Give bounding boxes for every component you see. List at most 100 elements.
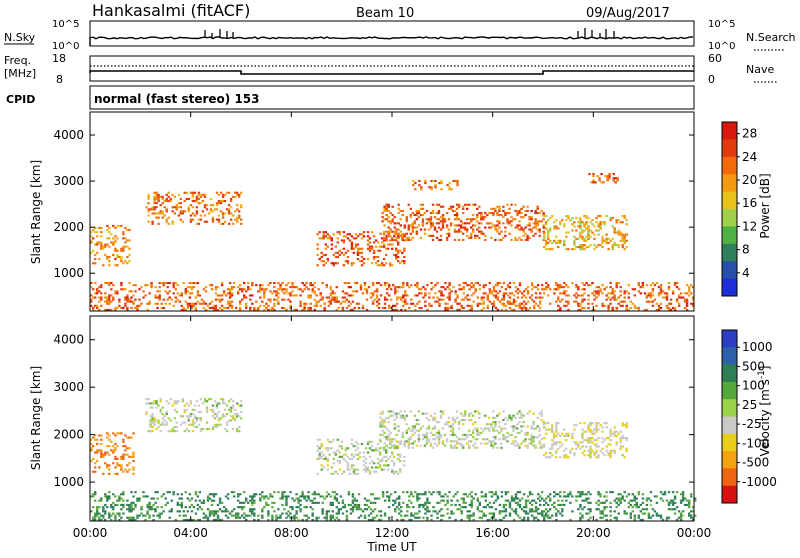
echo-cell bbox=[545, 512, 548, 515]
echo-cell bbox=[327, 510, 330, 513]
echo-cell bbox=[619, 231, 622, 234]
echo-cell bbox=[263, 288, 266, 291]
echo-cell bbox=[426, 518, 429, 521]
echo-cell bbox=[543, 235, 546, 238]
echo-cell bbox=[366, 243, 370, 246]
echo-cell bbox=[267, 308, 270, 311]
echo-cell bbox=[118, 300, 121, 303]
echo-cell bbox=[512, 294, 516, 297]
echo-cell bbox=[167, 417, 170, 420]
echo-cell bbox=[379, 232, 382, 235]
echo-cell bbox=[637, 308, 640, 311]
echo-cell bbox=[195, 425, 199, 428]
echo-cell bbox=[438, 493, 441, 496]
echo-cell bbox=[439, 228, 443, 231]
echo-cell bbox=[425, 427, 429, 430]
echo-cell bbox=[655, 514, 659, 517]
echo-cell bbox=[92, 436, 95, 439]
echo-cell bbox=[214, 304, 218, 307]
echo-cell bbox=[134, 290, 137, 293]
echo-cell bbox=[247, 286, 250, 289]
echo-cell bbox=[545, 428, 548, 431]
echo-cell bbox=[514, 444, 517, 447]
echo-cell bbox=[160, 306, 163, 309]
echo-cell bbox=[516, 212, 519, 215]
echo-cell bbox=[263, 304, 266, 307]
echo-cell bbox=[537, 512, 540, 515]
echo-cell bbox=[400, 286, 403, 289]
echo-cell bbox=[601, 501, 604, 504]
echo-cell bbox=[216, 510, 220, 513]
echo-cell bbox=[677, 296, 681, 299]
echo-cell bbox=[502, 510, 506, 513]
echo-cell bbox=[619, 286, 622, 289]
echo-cell bbox=[237, 506, 240, 509]
echo-cell bbox=[581, 237, 584, 240]
echo-cell bbox=[316, 472, 319, 475]
echo-cell bbox=[524, 226, 527, 229]
echo-cell bbox=[476, 508, 479, 511]
echo-cell bbox=[186, 302, 189, 305]
echo-cell bbox=[353, 503, 357, 506]
echo-cell bbox=[381, 446, 384, 449]
echo-cell bbox=[440, 518, 443, 521]
echo-cell bbox=[150, 497, 153, 500]
echo-cell bbox=[152, 497, 155, 500]
echo-cell bbox=[587, 424, 590, 427]
echo-cell bbox=[315, 501, 318, 504]
echo-cell bbox=[508, 416, 511, 419]
echo-cell bbox=[445, 224, 449, 227]
echo-cell bbox=[534, 226, 537, 229]
echo-cell bbox=[431, 416, 435, 419]
echo-cell bbox=[386, 288, 389, 291]
echo-cell bbox=[92, 470, 95, 473]
echo-cell bbox=[688, 499, 691, 502]
echo-cell bbox=[358, 251, 362, 254]
echo-cell bbox=[555, 443, 558, 446]
echo-cell bbox=[458, 503, 461, 506]
echo-cell bbox=[397, 445, 400, 448]
echo-cell bbox=[114, 514, 117, 517]
echo-cell bbox=[102, 247, 105, 250]
echo-cell bbox=[688, 512, 691, 515]
echo-cell bbox=[492, 300, 496, 303]
echo-cell bbox=[167, 222, 170, 225]
echo-cell bbox=[627, 506, 630, 509]
echo-cell bbox=[651, 294, 655, 297]
echo-cell bbox=[692, 304, 695, 307]
echo-cell bbox=[190, 282, 194, 285]
echo-cell bbox=[486, 296, 489, 299]
echo-cell bbox=[102, 455, 105, 458]
echo-cell bbox=[350, 442, 354, 445]
echo-cell bbox=[545, 456, 548, 459]
echo-cell bbox=[462, 446, 465, 449]
echo-cell bbox=[122, 503, 125, 506]
echo-cell bbox=[457, 438, 461, 441]
echo-cell bbox=[617, 497, 620, 500]
echo-cell bbox=[114, 239, 117, 242]
echo-cell bbox=[679, 514, 683, 517]
echo-cell bbox=[217, 218, 221, 221]
echo-cell bbox=[490, 442, 493, 445]
echo-cell bbox=[629, 306, 632, 309]
echo-cell bbox=[453, 419, 457, 422]
echo-cell bbox=[442, 294, 445, 297]
echo-cell bbox=[498, 431, 501, 434]
echo-cell bbox=[329, 294, 332, 297]
echo-cell bbox=[356, 442, 360, 445]
echo-cell bbox=[551, 503, 554, 506]
echo-cell bbox=[241, 506, 244, 509]
echo-cell bbox=[116, 457, 119, 460]
echo-cell bbox=[160, 506, 163, 509]
echo-cell bbox=[427, 440, 431, 443]
echo-cell bbox=[122, 499, 125, 502]
echo-cell bbox=[293, 308, 296, 311]
echo-cell bbox=[412, 506, 415, 509]
echo-cell bbox=[351, 510, 355, 513]
echo-cell bbox=[659, 292, 663, 295]
echo-cell bbox=[371, 300, 375, 303]
echo-cell bbox=[453, 230, 457, 233]
echo-cell bbox=[559, 300, 562, 303]
echo-cell bbox=[354, 468, 358, 471]
echo-cell bbox=[114, 455, 117, 458]
